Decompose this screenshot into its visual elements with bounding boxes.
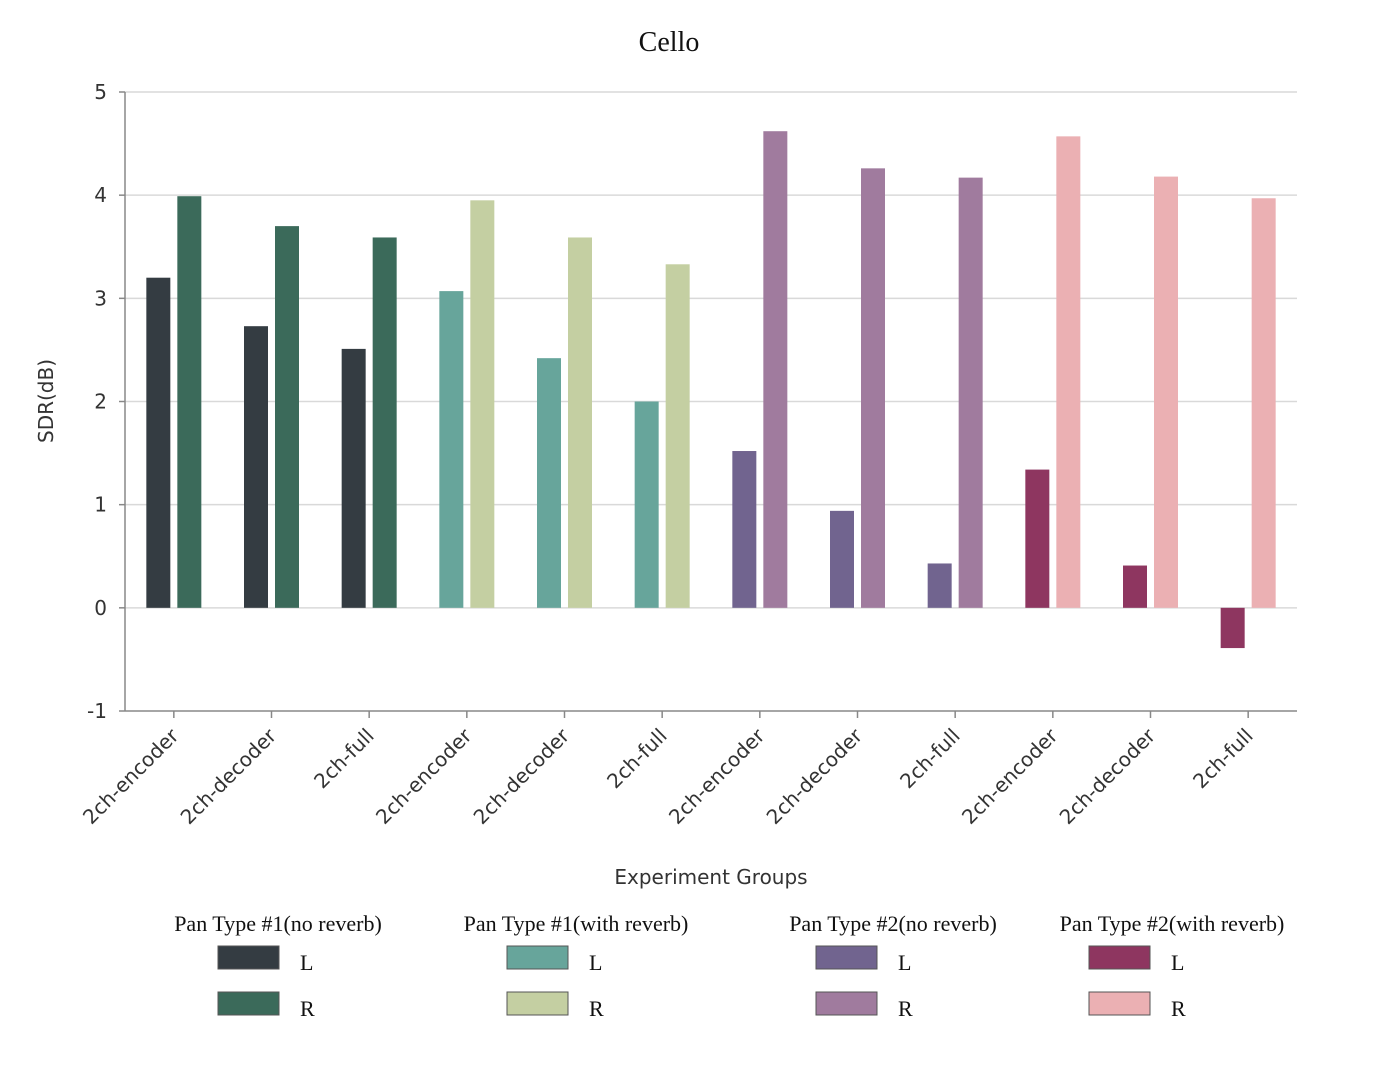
- x-tick-label: 2ch-decoder: [762, 723, 868, 829]
- legend-group-title: Pan Type #2(with reverb): [1060, 911, 1285, 936]
- x-tick-label: 2ch-full: [602, 724, 672, 794]
- x-tick-label: 2ch-encoder: [371, 723, 477, 829]
- bar-l: [341, 348, 366, 608]
- x-tick-label: 2ch-encoder: [957, 723, 1063, 829]
- x-axis-label: Experiment Groups: [614, 865, 807, 889]
- y-tick-label: 5: [94, 80, 107, 104]
- legend-swatch: [815, 991, 878, 1016]
- y-axis-ticks: -1 0 1 2 3 4 5: [87, 80, 125, 723]
- bar-r: [568, 237, 592, 608]
- y-tick-label: 4: [94, 183, 107, 207]
- bar-l: [1025, 469, 1050, 608]
- y-axis-label: SDR(dB): [34, 359, 58, 443]
- bar-l: [634, 401, 659, 608]
- x-tick-label: 2ch-encoder: [664, 723, 770, 829]
- bar-l: [537, 358, 561, 608]
- bar-l: [439, 291, 464, 608]
- bar-r: [275, 226, 299, 608]
- bar-l: [927, 563, 952, 608]
- legend-item-label: L: [898, 950, 911, 975]
- gridlines: [125, 91, 1297, 609]
- bar-r: [1154, 176, 1178, 608]
- x-tick-label: 2ch-decoder: [1055, 723, 1161, 829]
- legend-item-label: R: [898, 996, 913, 1021]
- bar-r: [665, 264, 690, 608]
- bar-r: [763, 131, 788, 608]
- bar-r: [1056, 136, 1081, 608]
- y-tick-label: -1: [87, 699, 107, 723]
- bar-r: [861, 168, 885, 608]
- y-tick-label: 1: [94, 493, 107, 517]
- x-tick-label: 2ch-encoder: [78, 723, 184, 829]
- legend-item-label: R: [300, 996, 315, 1021]
- legend-swatch: [1088, 945, 1151, 970]
- legend-item-label: L: [1171, 950, 1184, 975]
- legend-swatch: [815, 945, 878, 970]
- bars: [146, 131, 1276, 649]
- x-tick-label: 2ch-decoder: [469, 723, 575, 829]
- y-tick-label: 3: [94, 286, 107, 310]
- bar-r: [372, 237, 397, 608]
- legend-item-label: L: [300, 950, 313, 975]
- chart-title: Cello: [639, 27, 700, 58]
- legend-item-label: L: [589, 950, 602, 975]
- bar-l: [830, 510, 854, 608]
- legend-item-label: R: [589, 996, 604, 1021]
- legend-group-title: Pan Type #2(no reverb): [789, 911, 997, 936]
- bar-l: [1123, 565, 1147, 608]
- bar-r: [177, 196, 202, 608]
- legend-swatch: [506, 945, 569, 970]
- legend-swatch: [1088, 991, 1151, 1016]
- legend-group-title: Pan Type #1(with reverb): [464, 911, 689, 936]
- legend-swatch: [217, 945, 280, 970]
- x-tick-label: 2ch-full: [1188, 724, 1258, 794]
- x-tick-label: 2ch-full: [309, 724, 379, 794]
- legend-item-label: R: [1171, 996, 1186, 1021]
- legend-swatch: [506, 991, 569, 1016]
- bar-l: [146, 277, 171, 608]
- bar-l: [244, 326, 268, 608]
- bar-r: [1251, 198, 1276, 608]
- legend-swatch: [217, 991, 280, 1016]
- y-tick-label: 2: [94, 390, 107, 414]
- bar-l: [732, 451, 757, 608]
- legend-group-title: Pan Type #1(no reverb): [174, 911, 382, 936]
- bar-l: [1220, 607, 1245, 649]
- bar-r: [958, 177, 983, 608]
- x-tick-label: 2ch-decoder: [176, 723, 282, 829]
- y-tick-label: 0: [94, 596, 107, 620]
- bar-r: [470, 200, 495, 608]
- x-tick-label: 2ch-full: [895, 724, 965, 794]
